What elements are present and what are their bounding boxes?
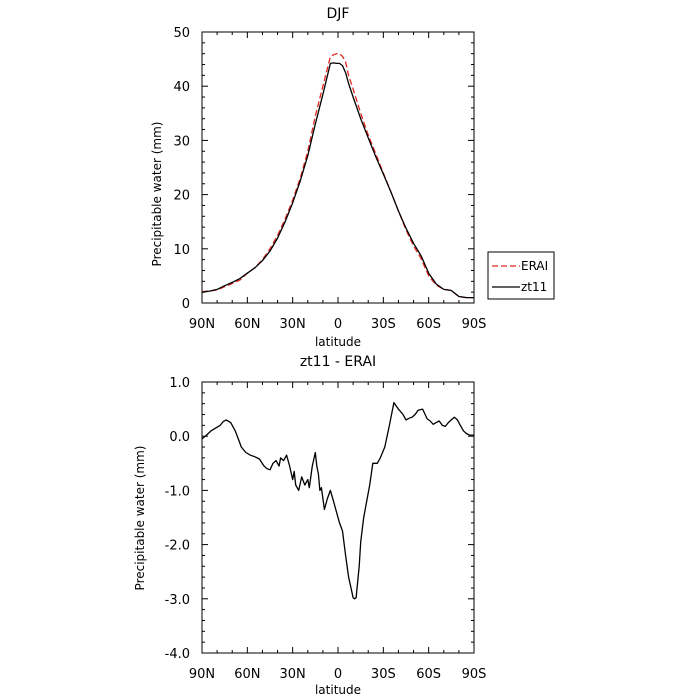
x-tick-label: 30S [371,317,396,332]
difference-panel: zt11 - ERAI Precipitable water (mm) lati… [133,354,486,697]
series-line-zt11 [201,62,474,299]
x-tick-label: 0 [334,317,342,332]
y-tick-label: 50 [173,26,190,41]
y-tick-label: 10 [173,243,190,258]
y-tick-label: 0 [182,297,190,312]
x-axis-label: latitude [315,683,361,697]
y-tick-label: 1.0 [169,376,190,391]
x-tick-label: 90S [462,667,487,682]
y-tick-label: -1.0 [165,484,190,499]
legend-label-erai: ERAI [521,259,548,273]
series-line-erai [201,53,474,299]
legend-box [487,251,555,300]
x-tick-label: 90N [189,317,215,332]
x-tick-label: 30N [280,667,306,682]
y-axis-label: Precipitable water (mm) [150,122,164,267]
precipitable-water-panel: DJF Precipitable water (mm) latitude 90N… [150,6,486,349]
x-axis-label: latitude [315,335,361,349]
x-tick-label: 60S [416,667,441,682]
x-tick-label: 90S [462,317,487,332]
y-tick-label: -2.0 [165,539,190,554]
legend-label-zt11: zt11 [521,280,547,294]
series-line [201,401,474,600]
x-tick-label: 0 [334,667,342,682]
x-tick-label: 30N [280,317,306,332]
plot-frame [201,31,475,304]
y-axis-label: Precipitable water (mm) [133,446,147,591]
y-tick-label: 40 [173,80,190,95]
chart-title: zt11 - ERAI [300,354,376,370]
x-tick-label: 60S [416,317,441,332]
x-tick-label: 90N [189,667,215,682]
x-tick-label: 60N [234,667,260,682]
y-tick-label: -4.0 [165,647,190,662]
y-tick-label: 30 [173,134,190,149]
y-tick-label: -3.0 [165,593,190,608]
y-tick-label: 0.0 [169,430,190,445]
x-tick-label: 60N [234,317,260,332]
legend: ERAI zt11 [487,251,555,300]
y-tick-label: 20 [173,189,190,204]
chart-title: DJF [327,6,350,22]
x-tick-label: 30S [371,667,396,682]
